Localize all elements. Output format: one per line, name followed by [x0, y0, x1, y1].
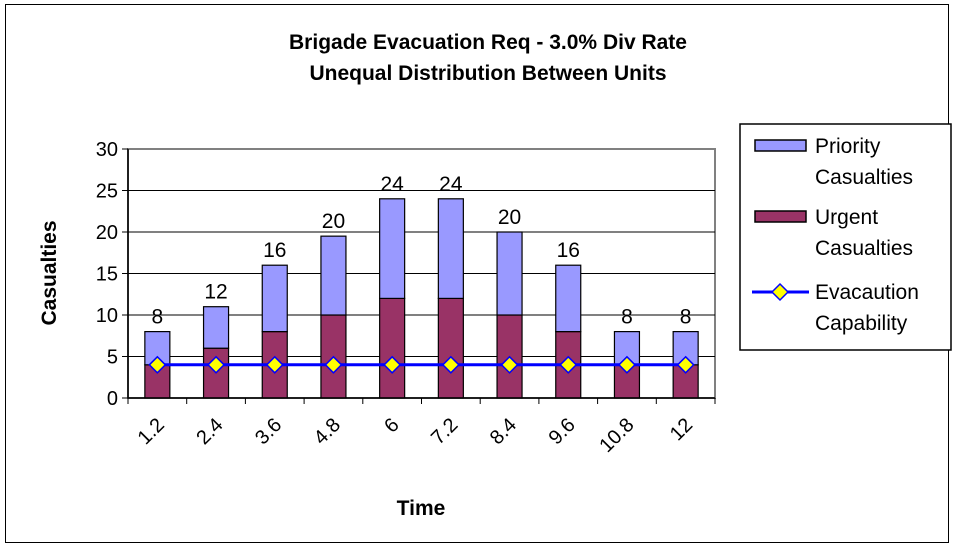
x-tick-label: 6 [380, 414, 403, 437]
x-tick-label: 3.6 [251, 414, 286, 449]
y-tick-label: 15 [96, 264, 118, 286]
bar-priority [261, 264, 288, 333]
legend-swatch-urgent [754, 210, 807, 223]
x-tick-label: 10.8 [595, 414, 638, 457]
legend-label-urgent-2: Casualties [815, 237, 913, 260]
x-axis-title: Time [397, 497, 446, 520]
bar-priority [437, 198, 464, 300]
x-tick-label: 8.4 [486, 414, 521, 449]
data-label: 8 [152, 306, 164, 329]
data-label: 16 [263, 239, 286, 262]
legend-marker-evacuation [770, 282, 790, 302]
data-label: 12 [204, 281, 227, 304]
legend-label-priority-1: Priority [815, 135, 881, 158]
data-label: 20 [498, 206, 521, 229]
evacuation-capability-point [441, 355, 460, 374]
evacuation-capability-point [500, 355, 519, 374]
y-tick-label: 5 [107, 347, 118, 369]
x-tick-label: 9.6 [545, 414, 580, 449]
data-label: 20 [322, 210, 345, 233]
bar-priority [496, 231, 523, 316]
x-tick-label: 4.8 [310, 414, 345, 449]
x-tick-label: 12 [666, 414, 697, 445]
evacuation-capability-point [617, 355, 637, 374]
y-tick-label: 20 [96, 222, 118, 244]
x-tick-label: 7.2 [427, 414, 462, 449]
chart-title-line2: Unequal Distribution Between Units [309, 62, 666, 85]
bar-priority [202, 306, 230, 349]
bar-urgent [437, 297, 464, 399]
data-label: 24 [439, 173, 463, 196]
bar-priority [379, 198, 406, 300]
x-tick-labels: 1.2 2.4 3.6 4.8 6 7.2 8.4 9.6 10.8 12 [134, 414, 698, 457]
data-label: 8 [621, 306, 633, 329]
evacuation-capability-point [383, 355, 402, 374]
evacuation-capability-point [148, 355, 167, 374]
bar-priority [320, 235, 347, 316]
y-tick-label: 25 [96, 181, 118, 203]
legend-label-urgent-1: Urgent [815, 206, 878, 229]
bar-priority [555, 264, 582, 333]
legend-swatch-priority [754, 139, 807, 152]
legend-box [739, 123, 952, 351]
evacuation-capability-point [206, 355, 226, 374]
x-tick-label: 1.2 [134, 414, 169, 449]
evacuation-capability-point [324, 355, 343, 374]
data-label: 8 [680, 306, 692, 329]
bars-group [144, 198, 699, 399]
legend: Priority Casualties Urgent Casualties Ev… [739, 123, 952, 351]
evacuation-capability-point [676, 355, 695, 374]
legend-label-evacuation-2: Capability [815, 312, 908, 335]
chart-title-line1: Brigade Evacuation Req - 3.0% Div Rate [289, 31, 687, 54]
line-series-group [148, 355, 695, 374]
legend-label-evacuation-1: Evacaution [815, 281, 919, 304]
data-label: 24 [380, 173, 404, 196]
y-tick-label: 30 [96, 139, 118, 161]
y-tick-label: 0 [107, 388, 118, 410]
y-tick-labels: 0 5 10 15 20 25 30 [96, 139, 118, 410]
data-labels-group: 8 12 16 20 24 24 20 16 8 8 [152, 173, 692, 329]
bar-urgent [379, 297, 406, 399]
x-tick-label: 2.4 [192, 414, 227, 449]
y-tick-label: 10 [96, 305, 118, 327]
legend-label-priority-2: Casualties [815, 166, 913, 189]
y-axis-title: Casualties [38, 220, 61, 325]
evacuation-capability-point [265, 355, 284, 374]
evacuation-capability-point [559, 355, 578, 374]
axes-group [122, 148, 716, 404]
data-label: 16 [557, 239, 580, 262]
